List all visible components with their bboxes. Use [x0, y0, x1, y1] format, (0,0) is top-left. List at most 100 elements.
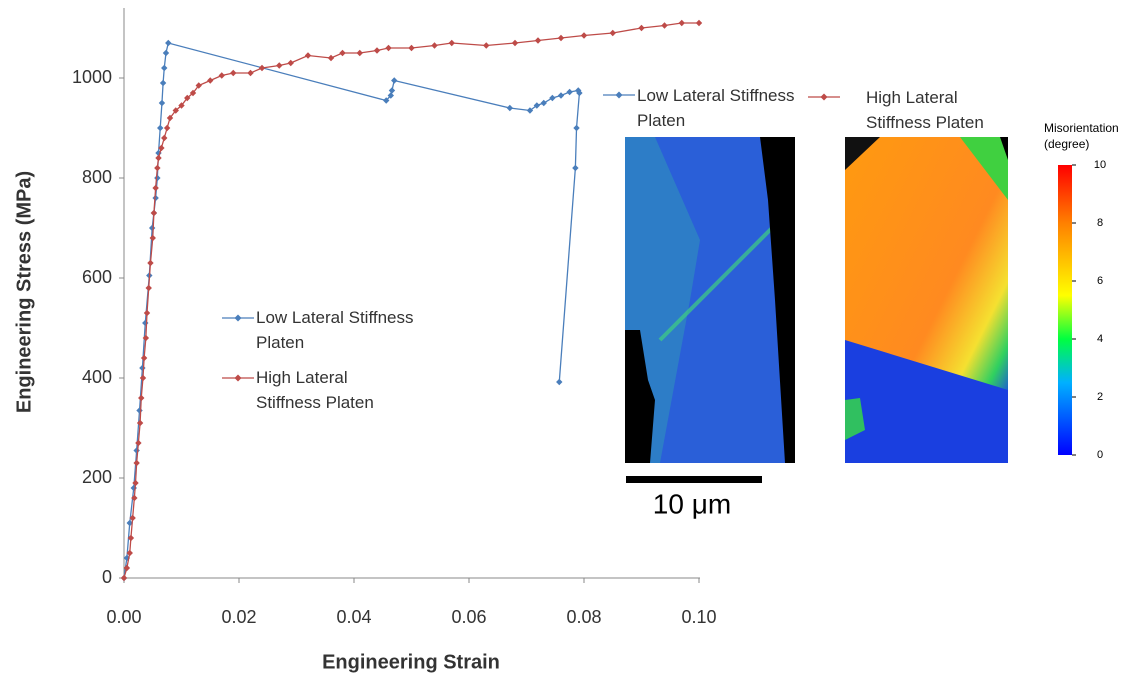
point [120, 574, 128, 582]
point [638, 24, 645, 32]
point [165, 39, 172, 47]
point [131, 494, 138, 502]
point [157, 124, 164, 132]
point [162, 49, 170, 57]
point [126, 549, 133, 557]
point [130, 484, 137, 492]
point [195, 82, 202, 89]
point [159, 79, 167, 87]
point [557, 34, 565, 42]
point [161, 134, 168, 142]
point [511, 39, 519, 47]
point [133, 447, 140, 454]
colorbar-tick-label: 4 [1097, 333, 1103, 345]
point [533, 102, 541, 109]
point [387, 92, 394, 99]
point [148, 224, 156, 232]
point [155, 149, 162, 157]
ebsd-map-high [845, 137, 1008, 463]
legend-marker [820, 93, 828, 101]
point [132, 479, 139, 487]
legend-marker [234, 374, 242, 382]
x-tick-label: 0.02 [221, 607, 256, 627]
x-axis-label: Engineering Strain [322, 651, 500, 673]
point [140, 354, 148, 362]
point [556, 378, 563, 386]
point [155, 154, 162, 162]
point [138, 394, 145, 402]
x-tick-label: 0.06 [451, 607, 486, 627]
point [142, 334, 150, 342]
point [373, 47, 381, 54]
legend-label: Low Lateral Stiffness Platen [256, 308, 414, 352]
point [661, 22, 668, 29]
point [149, 234, 156, 242]
point [572, 164, 579, 172]
point [609, 29, 616, 37]
y-tick-label: 800 [82, 167, 112, 187]
point [142, 319, 149, 327]
y-axis-label: Engineering Stress (MPa) [13, 171, 35, 413]
point [448, 39, 455, 47]
point [483, 42, 490, 49]
point [184, 94, 191, 102]
point [526, 107, 534, 114]
point [154, 164, 161, 172]
point [327, 54, 335, 62]
legend-marker [234, 314, 242, 322]
point [135, 439, 142, 447]
inset-legend-label: High Lateral Stiffness Platen [866, 88, 984, 132]
point [152, 194, 159, 202]
colorbar-tick-label: 10 [1094, 159, 1106, 171]
point [356, 49, 363, 57]
point [276, 62, 283, 69]
point [158, 144, 165, 152]
colorbar-tick-label: 0 [1097, 449, 1103, 461]
point [580, 32, 588, 39]
point [123, 564, 131, 572]
point [247, 69, 254, 77]
point [557, 92, 565, 99]
scale-bar-label: 10 μm [653, 488, 731, 519]
y-tick-label: 1000 [72, 67, 112, 87]
point [152, 184, 159, 192]
colorbar [1058, 165, 1072, 455]
point [207, 77, 214, 84]
x-tick-label: 0.04 [336, 607, 371, 627]
inset-legend-label: Low Lateral Stiffness Platen [637, 86, 795, 130]
point [150, 209, 158, 217]
point [230, 69, 237, 77]
colorbar-tick-label: 6 [1097, 275, 1103, 287]
point [161, 64, 168, 72]
point [136, 407, 143, 414]
point [549, 94, 556, 102]
point [678, 19, 685, 27]
point [576, 89, 583, 97]
point [695, 19, 703, 27]
point [218, 72, 225, 79]
point [143, 309, 151, 317]
colorbar-tick-label: 8 [1097, 217, 1103, 229]
point [154, 174, 161, 182]
legend-marker [615, 91, 623, 99]
point [408, 44, 415, 52]
point [163, 124, 171, 132]
point [573, 124, 580, 132]
point [431, 42, 438, 49]
series-line [123, 22, 699, 579]
point [385, 44, 392, 52]
point [339, 49, 346, 57]
point [133, 459, 140, 467]
point [506, 104, 514, 112]
point [178, 102, 185, 109]
point [304, 52, 312, 59]
point [127, 534, 135, 542]
y-tick-label: 600 [82, 267, 112, 287]
x-tick-label: 0.08 [566, 607, 601, 627]
point [391, 77, 398, 84]
point [166, 114, 174, 122]
point [139, 364, 146, 372]
point [136, 419, 144, 427]
